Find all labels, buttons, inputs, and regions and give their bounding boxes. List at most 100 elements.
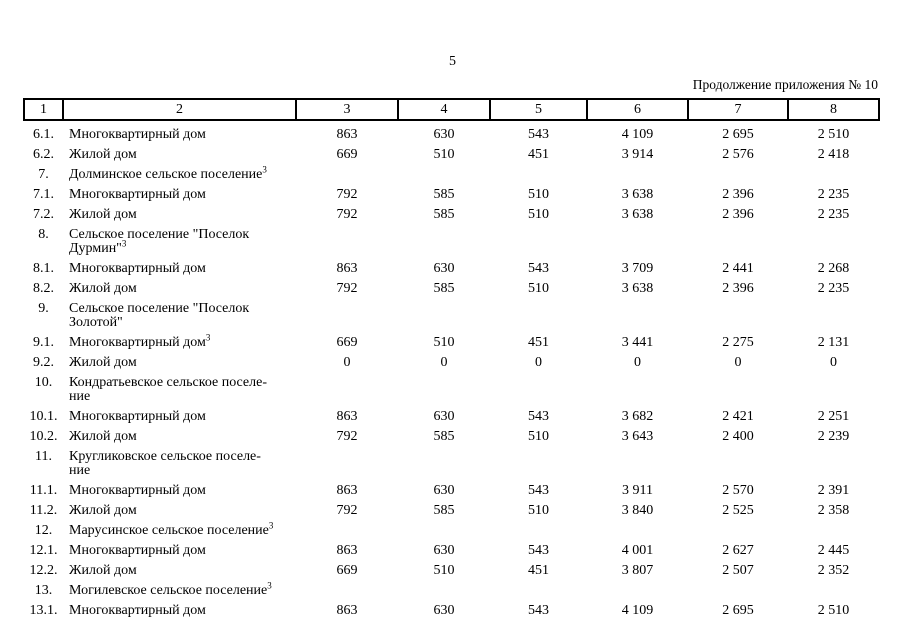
- row-label-cell: Сельское поселение "Поселок Золотой": [63, 299, 296, 333]
- value-cell: 4 001: [621, 543, 654, 558]
- value-cell: [788, 165, 879, 185]
- footnote-marker: 3: [268, 520, 274, 531]
- value-cell: 543: [528, 603, 549, 618]
- value-cell: 630: [433, 483, 455, 498]
- value-cell: 2 275: [722, 335, 754, 350]
- row-label-cell: Жилой дом: [63, 205, 296, 225]
- row-label-cell: Многоквартирный дом: [63, 407, 296, 427]
- value-cell: [788, 521, 879, 541]
- value-cell: 3 441: [621, 335, 654, 350]
- value-cell: 3 682: [621, 409, 654, 424]
- value-cell: 4 109: [621, 603, 654, 618]
- value-cell: [398, 225, 490, 259]
- value-cell: 3 638: [621, 187, 654, 202]
- row-label-cell: Жилой дом: [63, 561, 296, 581]
- value-cell: 3 638: [621, 281, 654, 296]
- row-label: Жилой дом: [69, 281, 137, 296]
- value-cell: 2 358: [817, 503, 850, 518]
- value-cell: [587, 225, 688, 259]
- value-cell: 2 239: [817, 429, 850, 444]
- row-label-cell: Долминское сельское поселение3: [63, 165, 296, 185]
- row-label-cell: Сельское поселение "Поселок Дурмин"3: [63, 225, 296, 259]
- table-header-cell: 1: [23, 98, 64, 121]
- appendix-table: 1 2 3 4 5 6 7 8 6.1. Многоквартирный дом 8…: [23, 98, 880, 621]
- row-label: Жилой дом: [69, 429, 137, 444]
- row-label-cell: Многоквартирный дом: [63, 541, 296, 561]
- row-number-cell: 7.2.: [33, 207, 54, 222]
- value-cell: 630: [433, 127, 455, 142]
- value-cell: [490, 299, 587, 333]
- value-cell: [688, 299, 788, 333]
- value-cell: [296, 521, 398, 541]
- value-cell: 451: [528, 147, 549, 162]
- value-cell: 451: [528, 563, 549, 578]
- row-label-cell: Многоквартирный дом3: [63, 333, 296, 353]
- row-number-cell: 13.: [34, 583, 53, 598]
- row-label: Жилой дом: [69, 355, 137, 370]
- section-row: 13. Могилевское сельское поселение3: [24, 581, 879, 601]
- row-number-cell: 11.1.: [29, 483, 58, 498]
- item-row: 12.1. Многоквартирный дом 863 630 543 4 001 2 …: [24, 541, 879, 561]
- item-row: 8.1. Многоквартирный дом 863 630 543 3 709 2 4…: [24, 259, 879, 279]
- value-cell: 2 235: [817, 207, 850, 222]
- row-number-cell: 11.2.: [29, 503, 58, 518]
- value-cell: 3 643: [621, 429, 654, 444]
- value-cell: 510: [528, 503, 549, 518]
- row-number-cell: 10.1.: [29, 409, 58, 424]
- value-cell: 2 695: [722, 603, 754, 618]
- row-label: Жилой дом: [69, 563, 137, 578]
- row-label-cell: Многоквартирный дом: [63, 601, 296, 621]
- value-cell: 630: [433, 543, 455, 558]
- value-cell: [296, 165, 398, 185]
- value-cell: 792: [336, 503, 358, 518]
- value-cell: 3 911: [622, 483, 653, 498]
- value-cell: 3 807: [621, 563, 654, 578]
- value-cell: 0: [830, 355, 837, 370]
- value-cell: [490, 165, 587, 185]
- value-cell: 543: [528, 261, 549, 276]
- continuation-caption: Продолжение приложения № 10: [692, 77, 878, 92]
- value-cell: 510: [528, 429, 549, 444]
- item-row: 11.2. Жилой дом 792 585 510 3 840 2 525 2 358: [24, 501, 879, 521]
- value-cell: 2 235: [817, 281, 850, 296]
- value-cell: 2 235: [817, 187, 850, 202]
- section-row: 7. Долминское сельское поселение3: [24, 165, 879, 185]
- row-label: Жилой дом: [69, 503, 137, 518]
- value-cell: 792: [336, 281, 358, 296]
- row-number-cell: 8.: [38, 227, 49, 242]
- value-cell: 630: [433, 409, 455, 424]
- value-cell: 543: [528, 483, 549, 498]
- row-number-cell: 9.1.: [33, 335, 54, 350]
- item-row: 10.2. Жилой дом 792 585 510 3 643 2 400 2 239: [24, 427, 879, 447]
- row-number-cell: 10.2.: [29, 429, 58, 444]
- value-cell: 3 840: [621, 503, 654, 518]
- value-cell: 2 131: [817, 335, 850, 350]
- value-cell: [788, 299, 879, 333]
- section-row: 8. Сельское поселение "Поселок Дурмин"3: [24, 225, 879, 259]
- row-label: Кругликовское сельское поселе- ние: [69, 449, 261, 478]
- value-cell: 510: [528, 187, 549, 202]
- row-label: Многоквартирный дом: [69, 187, 206, 202]
- row-label-cell: Марусинское сельское поселение3: [63, 521, 296, 541]
- value-cell: 585: [433, 503, 455, 518]
- row-number-cell: 7.1.: [33, 187, 54, 202]
- row-number-cell: 7.: [38, 167, 49, 182]
- table-body: 6.1. Многоквартирный дом 863 630 543 4 109 2 6…: [24, 120, 879, 621]
- value-cell: [587, 299, 688, 333]
- value-cell: 2 570: [722, 483, 754, 498]
- item-row: 11.1. Многоквартирный дом 863 630 543 3 911 2 …: [24, 481, 879, 501]
- value-cell: 0: [634, 355, 641, 370]
- row-label: Многоквартирный дом: [69, 261, 206, 276]
- row-label: Многоквартирный дом: [69, 483, 206, 498]
- section-row: 10. Кондратьевское сельское поселе- ние: [24, 373, 879, 407]
- value-cell: 3 709: [621, 261, 654, 276]
- row-label-cell: Могилевское сельское поселение3: [63, 581, 296, 601]
- table-header-cell: 6: [586, 98, 689, 121]
- footnote-marker: 3: [262, 164, 267, 175]
- value-cell: [398, 447, 490, 481]
- value-cell: 510: [433, 335, 455, 350]
- value-cell: [490, 581, 587, 601]
- value-cell: [788, 225, 879, 259]
- value-cell: 2 525: [722, 503, 754, 518]
- row-label-cell: Кругликовское сельское поселе- ние: [63, 447, 296, 481]
